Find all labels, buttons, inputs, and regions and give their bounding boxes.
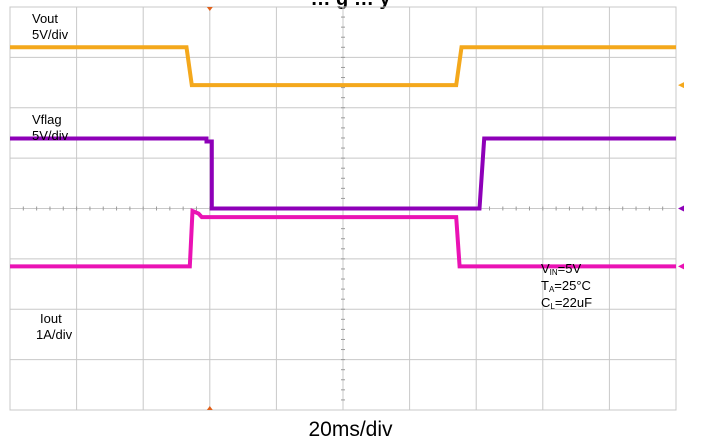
ch3-marker [678, 205, 684, 212]
vin-condition: VIN=5V [541, 261, 582, 277]
vout-trace [10, 45, 676, 88]
cl-condition: CL=22uF [541, 295, 593, 311]
vflag-label: Vflag [32, 112, 62, 127]
vflag-scale-label: 5V/div [32, 128, 69, 143]
iout-scale-label: 1A/div [36, 327, 73, 342]
ch2-marker [678, 82, 684, 89]
vout-label: Vout [32, 11, 59, 26]
oscilloscope-plot [9, 6, 684, 411]
time-scale-label: 20ms/div [308, 418, 393, 441]
ch4-marker [678, 263, 684, 270]
iout-label: Iout [40, 311, 62, 326]
iout-trace [10, 208, 676, 269]
trigger-marker-top [206, 7, 213, 11]
vflag-trace [10, 136, 676, 211]
trigger-marker-bottom [206, 406, 213, 410]
chart-title: … g … y [0, 0, 701, 11]
ta-condition: TA=25°C [541, 278, 591, 294]
vout-scale-label: 5V/div [32, 27, 69, 42]
